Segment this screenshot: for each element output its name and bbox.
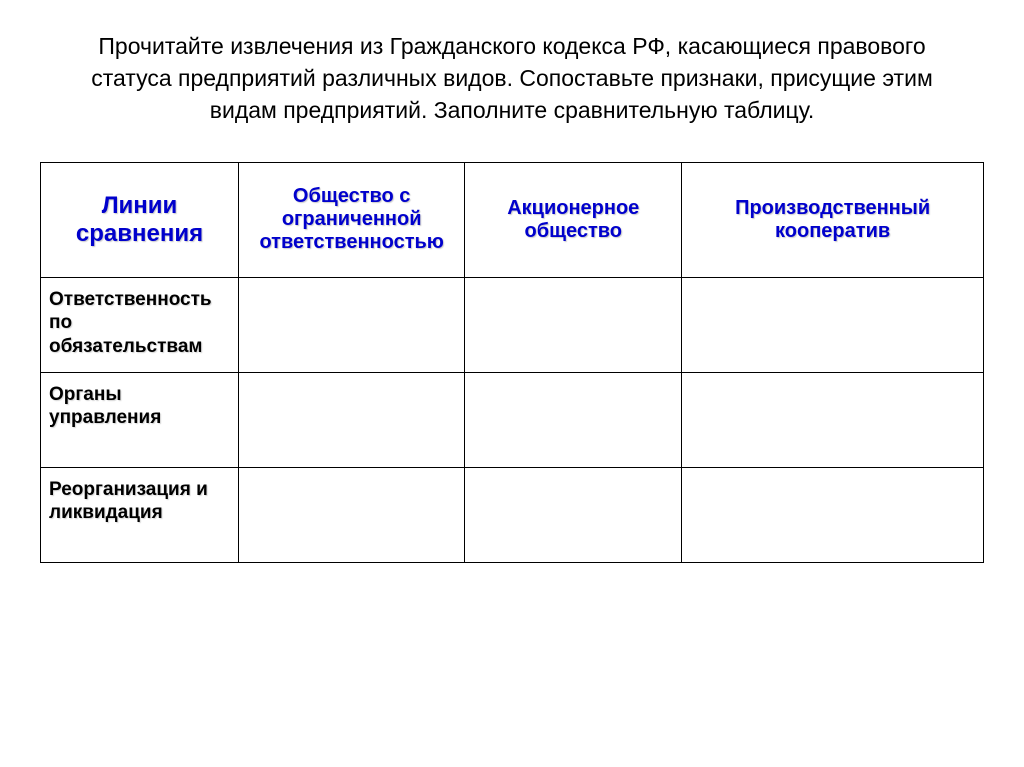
table-cell xyxy=(465,372,682,467)
table-cell xyxy=(465,467,682,562)
table-cell xyxy=(239,277,465,372)
comparison-table: Линии сравнения Общество с ограниченной … xyxy=(40,162,984,563)
table-header-row: Линии сравнения Общество с ограниченной … xyxy=(41,162,984,277)
column-header-ao: Акционерное общество xyxy=(465,162,682,277)
table-row: Органы управления xyxy=(41,372,984,467)
table-cell xyxy=(682,277,984,372)
column-header-ooo: Общество с ограниченной ответственностью xyxy=(239,162,465,277)
table-cell xyxy=(682,372,984,467)
table-cell xyxy=(239,372,465,467)
table-cell xyxy=(239,467,465,562)
table-cell xyxy=(682,467,984,562)
table-row: Реорганизация и ликвидация xyxy=(41,467,984,562)
row-label-reorganization: Реорганизация и ликвидация xyxy=(41,467,239,562)
column-header-lines: Линии сравнения xyxy=(41,162,239,277)
page-title: Прочитайте извлечения из Гражданского ко… xyxy=(40,30,984,127)
row-label-governance: Органы управления xyxy=(41,372,239,467)
table-row: Ответственность по обязательствам xyxy=(41,277,984,372)
column-header-coop: Производственный кооператив xyxy=(682,162,984,277)
table-cell xyxy=(465,277,682,372)
row-label-liability: Ответственность по обязательствам xyxy=(41,277,239,372)
